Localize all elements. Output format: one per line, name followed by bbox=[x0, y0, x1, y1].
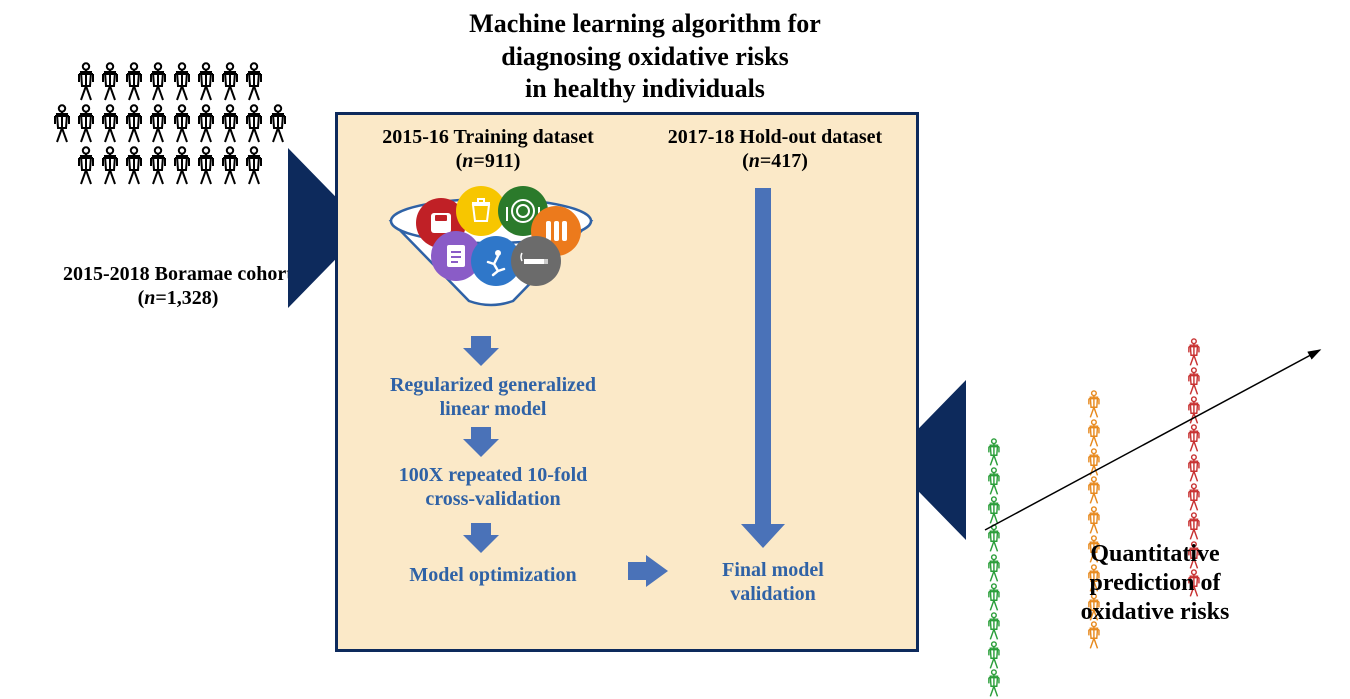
cohort-people bbox=[50, 62, 290, 188]
title-line-3: in healthy individuals bbox=[525, 74, 765, 103]
cohort-label: 2015-2018 Boramae cohort(n=1,328) bbox=[38, 262, 318, 310]
title-line-2: diagnosing oxidative risks bbox=[501, 42, 789, 71]
left-connector bbox=[288, 148, 338, 313]
main-title: Machine learning algorithm for diagnosing… bbox=[375, 8, 915, 106]
arrows-layer bbox=[338, 115, 916, 649]
output-label: Quantitativeprediction ofoxidative risks bbox=[1015, 540, 1295, 626]
risk-group-0 bbox=[985, 438, 1003, 699]
title-line-1: Machine learning algorithm for bbox=[469, 9, 821, 38]
right-connector bbox=[916, 380, 966, 545]
algorithm-box: 2015-16 Training dataset(n=911) 2017-18 … bbox=[335, 112, 919, 652]
